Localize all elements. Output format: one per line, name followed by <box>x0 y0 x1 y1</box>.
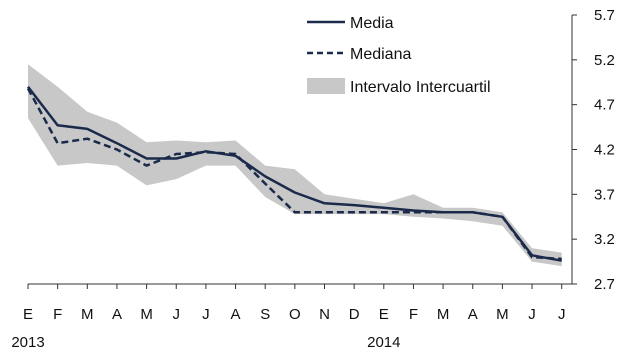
x-tick-label: D <box>349 306 360 323</box>
series-line-mediana <box>26 87 562 261</box>
x-tick-label: S <box>260 306 270 323</box>
x-tick-label: M <box>81 306 94 323</box>
interquartile-band <box>28 64 562 267</box>
x-tick-label: J <box>173 306 181 323</box>
y-tick-label: 2.7 <box>594 276 615 293</box>
x-tick-label: E <box>23 306 33 323</box>
x-tick-label: F <box>409 306 418 323</box>
x-tick-label: F <box>53 306 62 323</box>
x-tick-label: A <box>231 306 241 323</box>
x-tick-label: A <box>112 306 122 323</box>
x-tick-label: N <box>319 306 330 323</box>
y-tick-label: 4.7 <box>594 97 615 114</box>
legend-label-mediana: Mediana <box>350 46 411 63</box>
x-tick-label: M <box>140 306 153 323</box>
series-lines-layer <box>26 85 562 262</box>
x-tick-label: J <box>558 306 566 323</box>
x-tick-label: O <box>289 306 301 323</box>
year-label: 2014 <box>367 334 400 351</box>
y-tick-label: 3.7 <box>594 186 615 203</box>
y-tick-label: 4.2 <box>594 142 615 159</box>
x-tick-label: M <box>496 306 509 323</box>
interquartile-band-layer <box>28 64 562 267</box>
legend: Media Mediana Intervalo Intercuartil <box>307 15 491 96</box>
year-label: 2013 <box>11 334 44 351</box>
y-tick-label: 3.2 <box>594 231 615 248</box>
x-tick-label: J <box>528 306 536 323</box>
x-tick-label: A <box>468 306 478 323</box>
x-tick-label: M <box>437 306 450 323</box>
legend-swatch-band <box>307 78 345 94</box>
legend-label-media: Media <box>350 15 394 32</box>
x-tick-label: J <box>202 306 210 323</box>
legend-label-band: Intervalo Intercuartil <box>350 79 491 96</box>
y-tick-label: 5.7 <box>594 7 615 24</box>
axes: 5.7 5.2 4.7 4.2 3.7 3.2 2.7 E F M A M J J A S O N D E F M A M J J… <box>11 7 615 351</box>
y-tick-label: 5.2 <box>594 52 615 69</box>
x-tick-label: E <box>379 306 389 323</box>
